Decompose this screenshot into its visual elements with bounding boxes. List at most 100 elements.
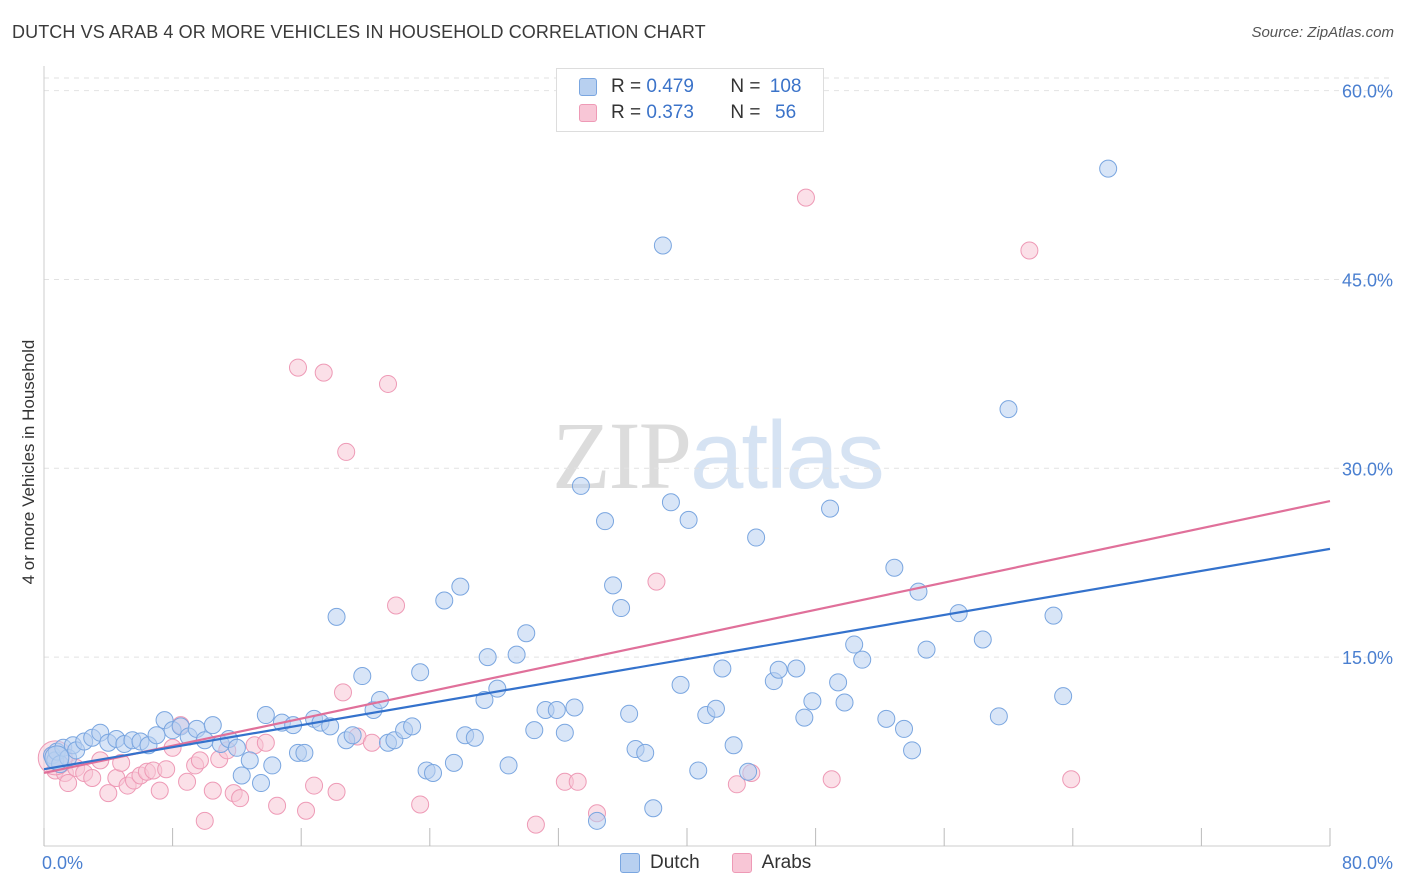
dutch-point — [895, 719, 914, 738]
dutch-point — [475, 690, 494, 709]
dutch-point — [295, 743, 314, 762]
dutch-point — [327, 607, 346, 626]
series-legend: Dutch Arabs — [620, 852, 843, 874]
arabs-point — [178, 772, 197, 791]
dutch-point — [555, 723, 574, 742]
arabs-point — [150, 781, 169, 800]
arabs-point — [305, 776, 324, 795]
arabs-point — [727, 775, 746, 794]
arabs-point — [157, 760, 176, 779]
dutch-point — [411, 663, 430, 682]
arabs-point — [268, 796, 287, 815]
y-tick-label: 30.0% — [1342, 459, 1393, 479]
series-legend-dutch[interactable]: Dutch — [620, 852, 700, 874]
dutch-points — [43, 159, 1118, 830]
arabs-legend-label: Arabs — [761, 852, 812, 873]
dutch-point — [612, 599, 631, 618]
dutch-point — [999, 400, 1018, 419]
dutch-point — [885, 558, 904, 577]
arabs-point — [59, 774, 78, 793]
dutch-point — [488, 679, 507, 698]
dutch-point — [689, 761, 708, 780]
arabs-swatch — [579, 104, 597, 122]
source-credit: Source: ZipAtlas.com — [1251, 24, 1394, 41]
arabs-point — [822, 770, 841, 789]
dutch-point — [263, 756, 282, 775]
dutch-legend-swatch — [620, 853, 640, 873]
dutch-point — [769, 660, 788, 679]
dutch-point — [525, 721, 544, 740]
dutch-point — [671, 675, 690, 694]
dutch-point — [587, 811, 606, 830]
dutch-point — [706, 699, 725, 718]
dutch-point — [256, 706, 275, 725]
dutch-point — [835, 693, 854, 712]
dutch-legend-label: Dutch — [650, 852, 700, 873]
watermark-atlas: atlas — [690, 402, 885, 509]
arabs-point — [1020, 241, 1039, 260]
dutch-point — [739, 762, 758, 781]
dutch-point — [803, 692, 822, 711]
dutch-point — [877, 709, 896, 728]
dutch-point — [821, 499, 840, 518]
y-tick-label: 45.0% — [1342, 270, 1393, 290]
legend-r-value: 0.479 — [646, 76, 694, 97]
dutch-point — [424, 763, 443, 782]
dutch-point — [620, 704, 639, 723]
arabs-point — [83, 769, 102, 788]
dutch-point — [917, 640, 936, 659]
dutch-point — [795, 708, 814, 727]
grid-lines — [44, 77, 1392, 658]
dutch-point — [636, 743, 655, 762]
legend-r-value: 0.373 — [646, 102, 694, 123]
dutch-point — [147, 726, 166, 745]
trend-lines — [43, 499, 1331, 775]
dutch-point — [232, 766, 251, 785]
dutch-point — [353, 667, 372, 686]
dutch-point — [1054, 687, 1073, 706]
arabs-point — [190, 751, 209, 770]
dutch-point — [203, 716, 222, 735]
dutch-point — [565, 698, 584, 717]
axes — [43, 66, 1331, 847]
arabs-point — [568, 772, 587, 791]
series-legend-arabs[interactable]: Arabs — [731, 852, 812, 874]
arabs-trend-line — [43, 499, 1331, 775]
arabs-point — [387, 596, 406, 615]
dutch-point — [853, 650, 872, 669]
dutch-point — [724, 736, 743, 755]
dutch-point — [240, 751, 259, 770]
legend-r-label: R = — [611, 102, 647, 123]
dutch-point — [679, 510, 698, 529]
dutch-point — [465, 728, 484, 747]
dutch-point — [1044, 606, 1063, 625]
dutch-point — [227, 738, 246, 757]
arabs-point — [203, 781, 222, 800]
dutch-point — [507, 645, 526, 664]
legend-n-value: 56 — [769, 102, 797, 123]
dutch-point — [517, 624, 536, 643]
arabs-point — [314, 363, 333, 382]
legend-row-arabs: R = 0.373 N = 56 — [579, 100, 796, 126]
arabs-point — [333, 683, 352, 702]
dutch-point — [478, 648, 497, 667]
arabs-point — [796, 188, 815, 207]
arabs-point — [379, 374, 398, 393]
legend-n-label: N = — [730, 76, 766, 97]
arabs-point — [288, 358, 307, 377]
dutch-point — [973, 630, 992, 649]
dutch-point — [444, 753, 463, 772]
legend-n-value: 108 — [769, 76, 802, 97]
arabs-point — [1062, 770, 1081, 789]
arabs-point — [99, 784, 118, 803]
dutch-trend-line — [43, 547, 1331, 771]
dutch-point — [321, 717, 340, 736]
arabs-point — [411, 795, 430, 814]
dutch-point — [1099, 159, 1118, 178]
dutch-point — [343, 726, 362, 745]
dutch-point — [661, 493, 680, 512]
chart-title: DUTCH VS ARAB 4 OR MORE VEHICLES IN HOUS… — [12, 22, 706, 42]
arabs-point — [256, 733, 275, 752]
dutch-point — [845, 635, 864, 654]
